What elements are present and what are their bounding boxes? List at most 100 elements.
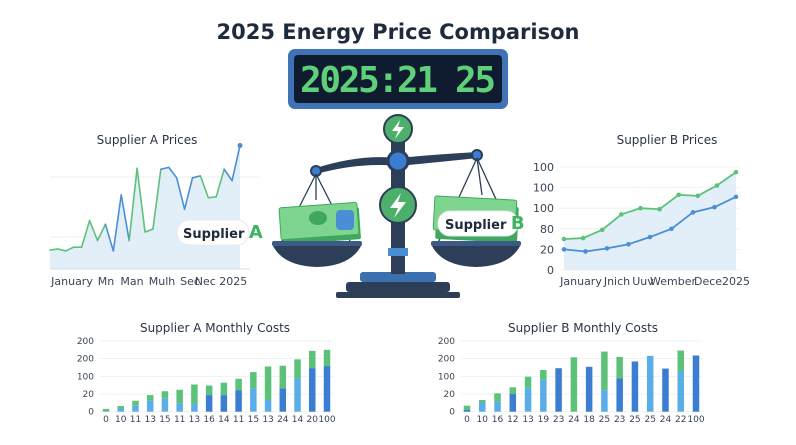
x-tick-label: 15 — [248, 415, 259, 425]
bar-segment-green — [677, 350, 684, 372]
line-segment — [191, 175, 202, 179]
y-tick-label: 200 — [77, 355, 94, 365]
y-tick-label: 200 — [438, 355, 455, 365]
bar-segment-green — [323, 349, 331, 367]
bar-segment-blue — [540, 379, 547, 412]
line-segment — [152, 168, 162, 230]
x-tick-label: 100 — [687, 415, 704, 425]
line-segment — [167, 166, 178, 179]
bar-segment-blue — [631, 361, 639, 412]
y-tick-label: 0 — [449, 408, 455, 418]
x-tick-label: 11 — [130, 415, 141, 425]
bar-segment-blue — [220, 395, 228, 412]
x-tick-label: 24 — [660, 415, 672, 425]
bar-segment-green — [205, 385, 213, 396]
svg-text:Supplier A: Supplier A — [183, 222, 263, 243]
bar-segment-blue — [463, 409, 471, 412]
supplier-b-monthly-costs-chart: Supplier B Monthly Costs 0 20 100 200 200 0 10… — [438, 321, 705, 425]
bar-segment-blue — [494, 401, 501, 412]
x-tick-label: 16 — [492, 415, 504, 425]
y-tick-label: 100 — [533, 161, 554, 174]
y-tick-label: 0 — [547, 264, 554, 277]
line-segment — [231, 144, 241, 182]
data-point — [733, 169, 739, 175]
x-tick-label: 10 — [477, 415, 489, 425]
x-tick-label: January — [559, 275, 602, 288]
bar-segment-green — [540, 369, 547, 380]
bar-segment-blue — [250, 388, 257, 412]
bar-segment-blue — [279, 388, 287, 412]
bar-segment-blue — [309, 368, 316, 412]
bar-segment-blue — [662, 368, 669, 412]
supplier-a-prices-chart: Supplier A Prices January Mn Man Mulh SecNec… — [49, 133, 260, 288]
y-tick-label: 20 — [83, 390, 95, 400]
bar-segment-blue — [646, 355, 654, 412]
data-point — [669, 226, 674, 232]
y-tick-label: 80 — [540, 223, 554, 236]
x-tick-label: 22 — [675, 415, 686, 425]
supplier-b-badge: Supplier B — [437, 210, 525, 237]
bar-segment-blue — [205, 395, 213, 412]
bar-segment-green — [146, 395, 154, 401]
line-segment — [215, 168, 225, 198]
line-segment — [160, 166, 170, 171]
bar-segment-blue — [692, 355, 700, 412]
data-point — [237, 143, 243, 148]
bar-segment-green — [524, 376, 532, 388]
chart-title: Supplier A Prices — [97, 133, 198, 147]
bar-segment-blue — [235, 390, 242, 412]
svg-text:Supplier B: Supplier B — [445, 213, 525, 234]
line-segment — [112, 194, 123, 252]
x-tick-label: Wember — [650, 275, 696, 288]
bar-segment-blue — [509, 394, 517, 412]
money-stack-icon — [278, 202, 361, 245]
bar-segment-green — [279, 365, 287, 389]
bar-segment-green — [494, 393, 501, 402]
x-tick-label: 24 — [277, 415, 289, 425]
y-tick-label: 100 — [438, 372, 455, 382]
bar-segment-green — [264, 366, 272, 401]
x-tick-label: 11 — [174, 415, 185, 425]
x-tick-label: 2025 — [722, 275, 750, 288]
lightning-bolt-icon — [383, 114, 413, 144]
x-tick-label: Jnich — [603, 275, 630, 288]
line-segment — [57, 248, 67, 252]
x-tick-label: 25 — [599, 415, 610, 425]
data-point — [599, 227, 605, 233]
data-point — [733, 194, 739, 200]
data-point — [561, 236, 567, 242]
bar-segment-blue — [264, 400, 272, 412]
line-segment — [183, 177, 194, 210]
x-tick-label: 15 — [159, 415, 170, 425]
data-point — [583, 249, 588, 254]
x-tick-label: 23 — [553, 415, 564, 425]
bar-segment-blue — [294, 378, 301, 412]
bar-segment-blue — [555, 368, 562, 412]
chart-title: Supplier A Monthly Costs — [140, 321, 290, 335]
bar-segment-blue — [132, 405, 139, 412]
x-tick-label: 18 — [583, 415, 595, 425]
x-tick-label: Mulh — [149, 275, 176, 288]
x-tick-label: 20 — [307, 415, 319, 425]
x-tick-label: 10 — [115, 415, 127, 425]
bar-segment-green — [570, 357, 578, 412]
display-digits: 2025:21 25 — [300, 60, 496, 101]
x-tick-label: 19 — [538, 415, 550, 425]
bar-segment-blue — [323, 366, 331, 412]
x-tick-label: 13 — [522, 415, 533, 425]
data-point — [714, 183, 720, 188]
x-tick-label: January — [50, 275, 93, 288]
line-segment — [120, 194, 130, 242]
y-tick-label: 100 — [533, 182, 554, 195]
data-point — [690, 210, 696, 215]
line-segment — [104, 223, 115, 252]
line-segment — [223, 168, 233, 182]
bar-segment-green — [616, 356, 623, 379]
y-tick-label: 20 — [444, 390, 456, 400]
area-fill — [564, 172, 736, 270]
chart-title: Supplier B Monthly Costs — [508, 321, 658, 335]
bar-segment-green — [102, 408, 110, 412]
bar-segment-blue — [601, 390, 608, 412]
line-segment — [144, 228, 154, 233]
